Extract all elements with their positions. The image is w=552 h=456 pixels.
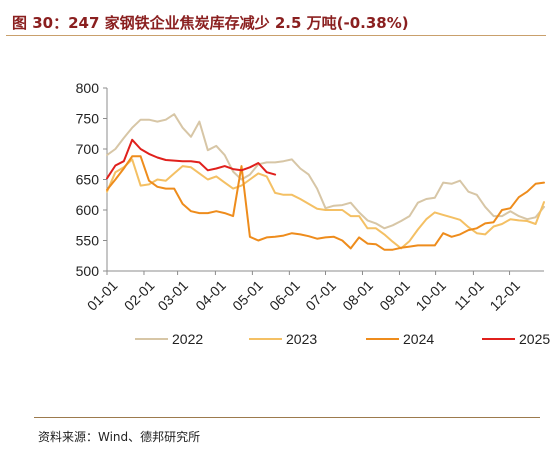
chart-legend: 2022 2023 2024 2025 [135,331,550,347]
title-divider [6,35,546,36]
series-line-2024 [106,155,545,251]
x-tick-label: 02-01 [121,277,158,314]
footer-divider [34,417,540,418]
y-tick-label: 650 [76,172,100,188]
x-tick-label: 11-01 [451,277,487,313]
x-tick-label: 06-01 [266,277,303,314]
source-note: 资料来源：Wind、德邦研究所 [38,430,201,444]
x-tick-label: 03-01 [154,277,191,314]
x-tick-label: 12-01 [486,277,523,314]
y-tick-label: 600 [76,202,100,218]
x-tick-label: 10-01 [412,277,449,314]
legend-label-2022: 2022 [172,331,203,347]
y-tick-label: 800 [76,80,100,96]
y-tick-label: 500 [76,263,100,279]
y-tick-label: 550 [76,233,100,249]
x-tick-label: 01-01 [84,277,121,314]
x-tick-label: 04-01 [192,277,229,314]
x-tick-label: 05-01 [229,277,266,314]
x-tick-label: 08-01 [339,277,376,314]
chart-title: 图 30：247 家钢铁企业焦炭库存减少 2.5 万吨(-0.38%) [12,14,409,32]
chart-series-layer [106,113,545,251]
y-tick-label: 700 [76,141,100,157]
series-line-2025 [106,138,277,180]
legend-label-2023: 2023 [286,331,317,347]
legend-label-2024: 2024 [403,331,434,347]
series-line-2022 [106,113,545,230]
x-tick-label: 09-01 [376,277,413,314]
series-line-2023 [106,158,545,250]
legend-label-2025: 2025 [519,331,550,347]
y-tick-label: 750 [76,111,100,127]
x-tick-label: 07-01 [302,277,339,314]
